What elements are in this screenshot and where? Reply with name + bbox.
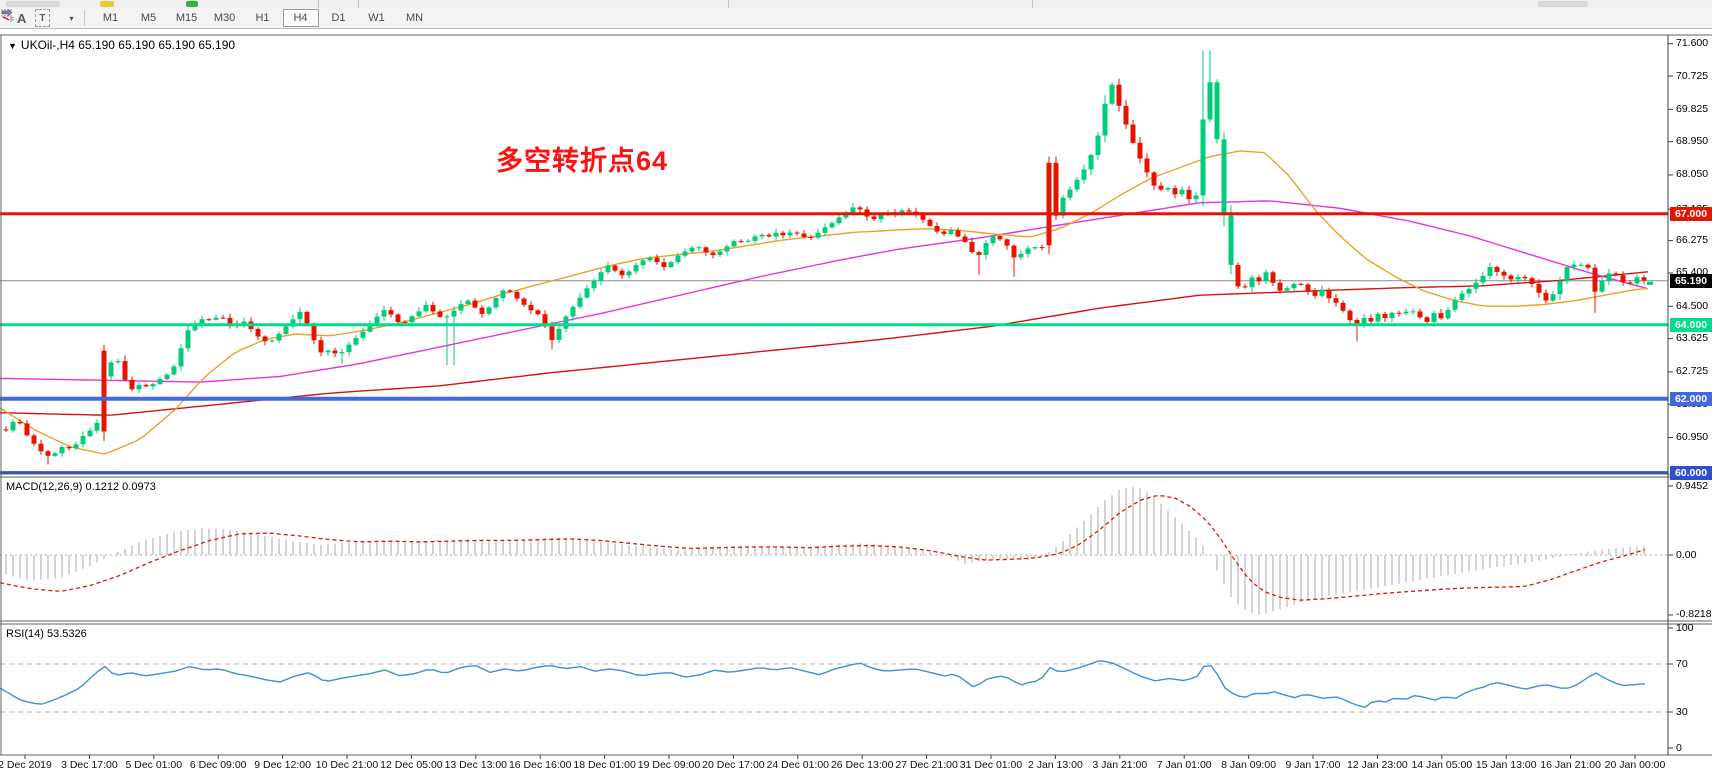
date-axis-label: 12 Dec 05:00 bbox=[380, 759, 443, 771]
toolbar-fragment-green bbox=[186, 1, 198, 7]
price-axis-tick: 62.725 bbox=[1676, 365, 1709, 378]
timeframe-button-m1[interactable]: M1 bbox=[102, 12, 119, 24]
date-axis-label: 6 Dec 09:00 bbox=[189, 759, 247, 771]
date-axis-label: 18 Dec 01:00 bbox=[573, 759, 636, 771]
date-axis-label: 5 Dec 01:00 bbox=[125, 759, 183, 771]
timeframe-button-m30[interactable]: M30 bbox=[213, 12, 236, 24]
date-axis-label: 3 Jan 21:00 bbox=[1092, 759, 1148, 771]
date-axis-label: 19 Dec 09:00 bbox=[637, 759, 701, 771]
level-price-label-64.000: 64.000 bbox=[1670, 317, 1712, 332]
toolbar-fragment bbox=[6, 1, 60, 7]
timeframe-button-w1[interactable]: W1 bbox=[368, 12, 385, 24]
level-price-label-67.000: 67.000 bbox=[1670, 206, 1712, 221]
timeframe-button-h1[interactable]: H1 bbox=[255, 12, 270, 24]
rsi-axis-tick: 70 bbox=[1676, 657, 1688, 670]
toolbar-separator bbox=[358, 0, 359, 8]
toolbar-separator bbox=[728, 0, 729, 8]
macd-signal-line bbox=[0, 495, 1646, 601]
toolbar-divider bbox=[83, 10, 85, 26]
toolbar-fragment-yellow bbox=[100, 1, 114, 7]
current-price-label: 65.190 bbox=[1670, 273, 1712, 288]
timeframe-buttons: M1 M5 M15 M30 H1 H4 D1 W1 MN bbox=[93, 9, 433, 27]
date-axis-label: 24 Dec 01:00 bbox=[766, 759, 830, 771]
date-axis-label: 12 Jan 23:00 bbox=[1347, 759, 1408, 771]
rsi-indicator-label: RSI(14) 53.5326 bbox=[6, 628, 87, 640]
chart-symbol-header[interactable]: ▼ UKOil-,H4 65.190 65.190 65.190 65.190 bbox=[8, 38, 235, 52]
date-axis-label: 20 Dec 17:00 bbox=[702, 759, 765, 771]
date-axis-label: 27 Dec 21:00 bbox=[895, 759, 958, 771]
date-axis-label: 16 Jan 21:00 bbox=[1540, 759, 1601, 771]
chart-annotation-text[interactable]: 多空转折点64 bbox=[496, 146, 669, 176]
svg-text:F: F bbox=[10, 17, 14, 23]
date-axis-label: 16 Dec 16:00 bbox=[508, 759, 572, 771]
window-top-strip bbox=[0, 0, 1712, 8]
price-axis-tick: 63.625 bbox=[1676, 332, 1709, 345]
price-axis-tick: 64.500 bbox=[1676, 299, 1709, 312]
date-axis-label: 8 Jan 09:00 bbox=[1221, 759, 1277, 771]
candlesticks bbox=[3, 50, 1653, 465]
date-axis-label: 13 Dec 13:00 bbox=[444, 759, 508, 771]
price-axis-tick: 71.600 bbox=[1676, 37, 1709, 50]
price-axis-tick: 69.825 bbox=[1676, 102, 1709, 115]
date-axis-label: 7 Jan 01:00 bbox=[1156, 759, 1212, 771]
macd-indicator-label: MACD(12,26,9) 0.1212 0.0973 bbox=[6, 481, 156, 493]
chart-collapse-icon[interactable]: ▼ bbox=[8, 41, 17, 51]
macd-histogram bbox=[5, 486, 1645, 615]
rsi-axis-tick: 0 bbox=[1676, 741, 1682, 754]
rsi-axis-tick: 100 bbox=[1676, 621, 1694, 634]
macd-axis-tick: 0.9452 bbox=[1676, 479, 1709, 492]
date-axis-label: 15 Jan 13:00 bbox=[1475, 759, 1537, 771]
rsi-axis-tick: 30 bbox=[1676, 705, 1688, 718]
text-label-icon[interactable]: T bbox=[35, 9, 50, 27]
toolbar-fragment bbox=[1538, 1, 1588, 7]
timeframe-button-m5[interactable]: M5 bbox=[140, 12, 157, 24]
price-axis-tick: 66.275 bbox=[1676, 234, 1709, 247]
timeframe-button-d1[interactable]: D1 bbox=[331, 12, 346, 24]
toolbar-separator bbox=[318, 0, 319, 8]
date-axis-label: 3 Dec 17:00 bbox=[61, 759, 118, 771]
text-a-icon[interactable]: A bbox=[17, 10, 27, 26]
date-axis-label: 14 Jan 05:00 bbox=[1411, 759, 1473, 771]
level-price-label-60.000: 60.000 bbox=[1670, 465, 1712, 480]
price-axis-tick: 68.950 bbox=[1676, 135, 1709, 148]
date-axis-label: 9 Jan 17:00 bbox=[1285, 759, 1341, 771]
price-axis-tick: 70.725 bbox=[1676, 69, 1709, 82]
symbol-quote-text: UKOil-,H4 65.190 65.190 65.190 65.190 bbox=[20, 38, 236, 52]
price-axis-tick: 68.050 bbox=[1676, 168, 1709, 181]
rsi-line bbox=[0, 660, 1646, 708]
macd-axis-tick: -0.8218 bbox=[1676, 608, 1712, 621]
drawing-tools-group: F A T ▾ bbox=[0, 8, 74, 27]
ma-slow-line bbox=[0, 271, 1649, 416]
timeframe-button-mn[interactable]: MN bbox=[405, 12, 424, 24]
ma-fast-line bbox=[0, 150, 1649, 455]
date-axis-label: 2 Dec 2019 bbox=[0, 759, 52, 771]
date-axis-label: 2 Jan 13:00 bbox=[1027, 759, 1083, 771]
dropdown-caret-icon[interactable]: ▾ bbox=[69, 13, 74, 23]
chart-toolbar: F A T ▾ M1 M5 M15 M30 H1 H4 D1 W1 MN bbox=[0, 8, 1712, 29]
level-price-label-62.000: 62.000 bbox=[1670, 391, 1712, 406]
date-axis-label: 20 Jan 00:00 bbox=[1604, 759, 1666, 771]
price-axis-tick: 60.950 bbox=[1676, 431, 1709, 444]
timeframe-button-h4[interactable]: H4 bbox=[282, 9, 319, 27]
date-axis-label: 31 Dec 01:00 bbox=[959, 759, 1023, 771]
toolbar-separator bbox=[1032, 0, 1033, 8]
date-axis-label: 10 Dec 21:00 bbox=[315, 759, 379, 771]
timeframe-button-m15[interactable]: M15 bbox=[175, 12, 198, 24]
date-axis-label: 9 Dec 12:00 bbox=[254, 759, 311, 771]
macd-axis-tick: 0.00 bbox=[1676, 548, 1697, 561]
date-axis-label: 26 Dec 13:00 bbox=[830, 759, 894, 771]
